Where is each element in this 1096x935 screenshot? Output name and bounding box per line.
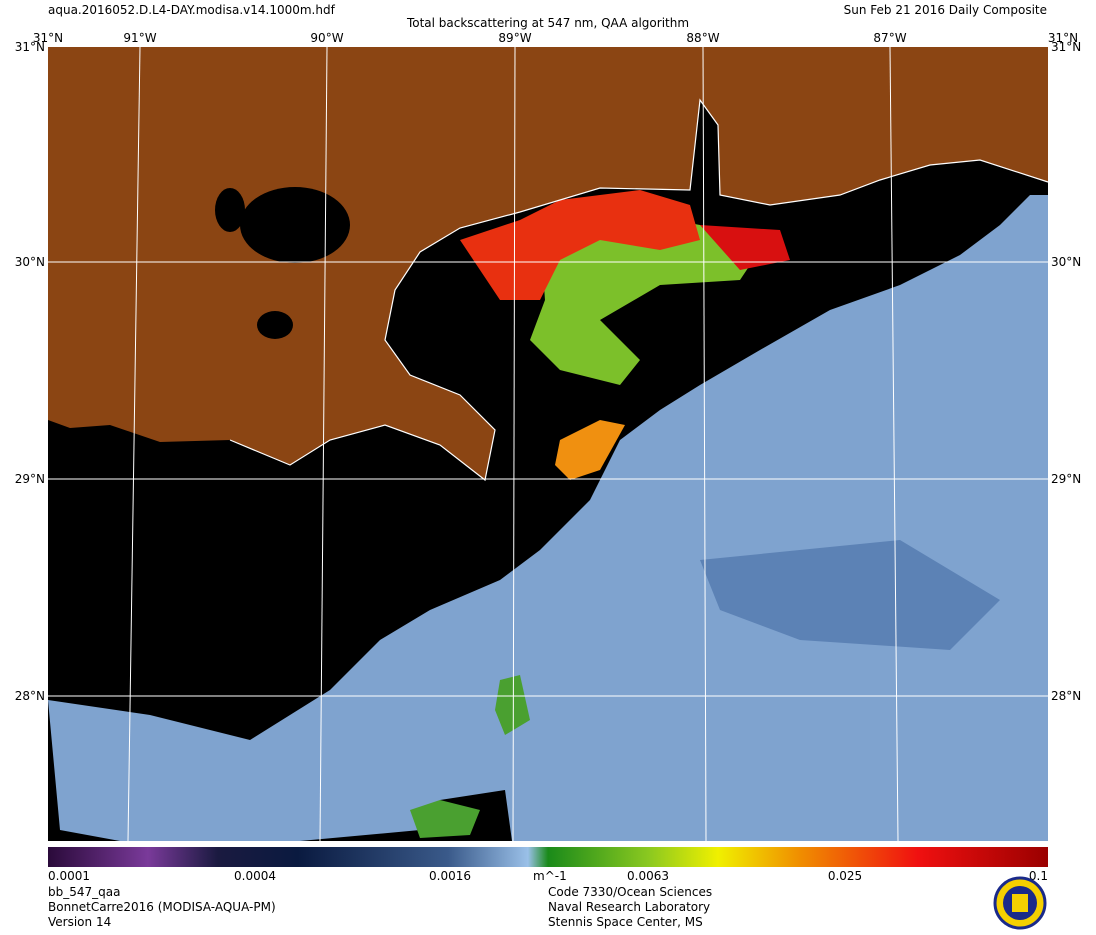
lat-label: 31°N — [1051, 40, 1081, 54]
title: Total backscattering at 547 nm, QAA algo… — [406, 16, 689, 30]
lake — [257, 311, 293, 339]
lat-label: 31°N — [15, 40, 45, 54]
meridian — [127, 46, 141, 842]
colorbar-tick: 0.0004 — [234, 869, 276, 883]
coastline — [229, 98, 1049, 482]
colorbar-tick: 0.0001 — [48, 869, 90, 883]
lat-label: 30°N — [15, 255, 45, 269]
footer-text: Version 14 — [48, 915, 111, 929]
lat-label: 30°N — [1051, 255, 1081, 269]
footer-text: Stennis Space Center, MS — [548, 915, 703, 929]
lake — [215, 188, 245, 232]
colorbar-tick: 0.0016 — [429, 869, 471, 883]
meridian — [319, 46, 328, 842]
plume-green — [410, 800, 480, 838]
lon-label: 90°W — [310, 31, 343, 45]
lon-label: 89°W — [498, 31, 531, 45]
plume-red — [460, 190, 700, 300]
colorbar-unit: m^-1 — [533, 869, 567, 883]
land — [48, 47, 1048, 480]
plume-green — [495, 675, 530, 735]
meridian — [512, 46, 516, 842]
ocean — [48, 195, 1048, 841]
lat-label: 29°N — [15, 472, 45, 486]
map — [48, 46, 1049, 842]
meridian — [702, 46, 707, 842]
plume-green — [530, 210, 760, 385]
lon-label: 31°N — [1048, 31, 1078, 45]
lake — [240, 187, 350, 263]
lon-label: 87°W — [873, 31, 906, 45]
logo — [993, 876, 1047, 930]
meridian — [889, 46, 899, 842]
ocean — [700, 540, 1000, 650]
date: Sun Feb 21 2016 Daily Composite — [844, 3, 1047, 17]
lon-label: 31°N — [33, 31, 63, 45]
lat-label: 28°N — [15, 689, 45, 703]
colorbar-tick: 0.1 — [1029, 869, 1048, 883]
plume-red — [700, 225, 790, 270]
lon-label: 91°W — [123, 31, 156, 45]
footer-text: Naval Research Laboratory — [548, 900, 710, 914]
footer-text: bb_547_qaa — [48, 885, 120, 899]
lon-label: 88°W — [686, 31, 719, 45]
colorbar-tick: 0.025 — [828, 869, 862, 883]
graticule — [48, 46, 1048, 842]
lat-label: 28°N — [1051, 689, 1081, 703]
footer-text: Code 7330/Ocean Sciences — [548, 885, 712, 899]
plume-orange — [555, 420, 625, 480]
colorbar-tick: 0.0063 — [627, 869, 669, 883]
footer-text: BonnetCarre2016 (MODISA-AQUA-PM) — [48, 900, 276, 914]
labels: 31°N 91°W 90°W 89°W 88°W 87°W 31°N31°N30°N29°N… — [15, 31, 1082, 929]
colorbar — [48, 847, 1048, 867]
file-name: aqua.2016052.D.L4-DAY.modisa.v14.1000m.h… — [48, 3, 336, 17]
lat-label: 29°N — [1051, 472, 1081, 486]
